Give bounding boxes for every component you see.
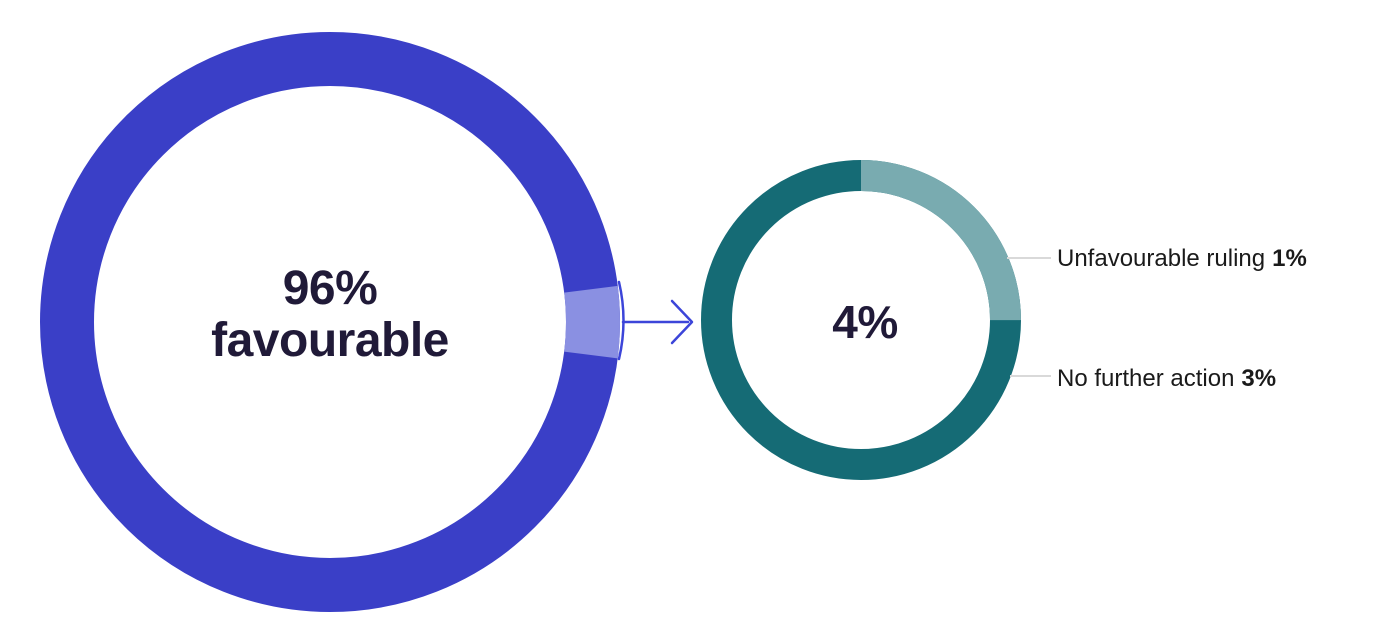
flow-arrow-icon xyxy=(617,280,694,361)
small-donut-ring-segment xyxy=(701,160,1021,480)
callout-no-action-value: 3% xyxy=(1241,365,1277,392)
leader-line-unfavourable xyxy=(1007,257,1051,259)
arrow-bracket-curve xyxy=(617,280,625,361)
small-donut-center-label: 4% xyxy=(832,296,898,348)
large-donut-percentage: 96% xyxy=(282,262,378,315)
leader-line-no-action xyxy=(1010,375,1051,377)
small-donut-chart xyxy=(701,160,1021,480)
callout-no-further-action: No further action 3% xyxy=(1057,365,1276,393)
arrow-head xyxy=(670,299,694,345)
large-donut-caption: favourable xyxy=(211,314,449,367)
large-donut-chart xyxy=(40,32,620,612)
callout-no-action-label: No further action xyxy=(1057,365,1235,392)
large-donut-center-label: 96% favourable xyxy=(105,263,555,367)
callout-unfavourable-value: 1% xyxy=(1272,245,1307,272)
large-donut-ring-segment xyxy=(40,32,620,612)
callout-unfavourable-ruling: Unfavourable ruling 1% xyxy=(1057,245,1307,273)
callout-unfavourable-label: Unfavourable ruling xyxy=(1057,245,1266,272)
